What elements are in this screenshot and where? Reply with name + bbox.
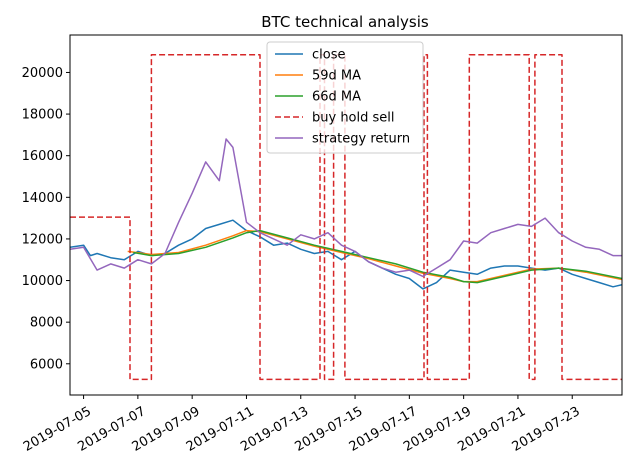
legend-label: 59d MA [312,69,361,84]
y-tick-label: 10000 [22,274,63,289]
y-tick-label: 20000 [22,66,63,81]
series-line-59d-ma [127,229,622,283]
y-tick-label: 12000 [22,232,63,247]
legend-label: buy hold sell [312,111,395,126]
legend-label: close [312,48,345,63]
plot-frame [69,34,623,396]
series-line-strategy-return [70,138,622,278]
legend-label: strategy return [312,132,410,147]
legend-box [266,41,424,154]
y-tick-label: 18000 [22,108,63,123]
legend: close 59d MA 66d MA buy hold sell strategy r… [266,41,424,154]
y-tick-label: 14000 [22,191,63,206]
y-tick-label: 8000 [30,316,63,331]
series-layer [70,54,622,381]
series-line-buy-hold-sell [70,54,622,381]
series-line-66d-ma [133,229,622,284]
legend-label: 66d MA [312,90,361,105]
y-tick-label: 6000 [30,357,63,372]
y-tick-label: 16000 [22,149,63,164]
y-axis: 6000 8000 10000 12000 14000 16000 18000 20000 [22,66,70,372]
plot-area [69,34,623,396]
chart-title: BTC technical analysis [261,13,429,31]
